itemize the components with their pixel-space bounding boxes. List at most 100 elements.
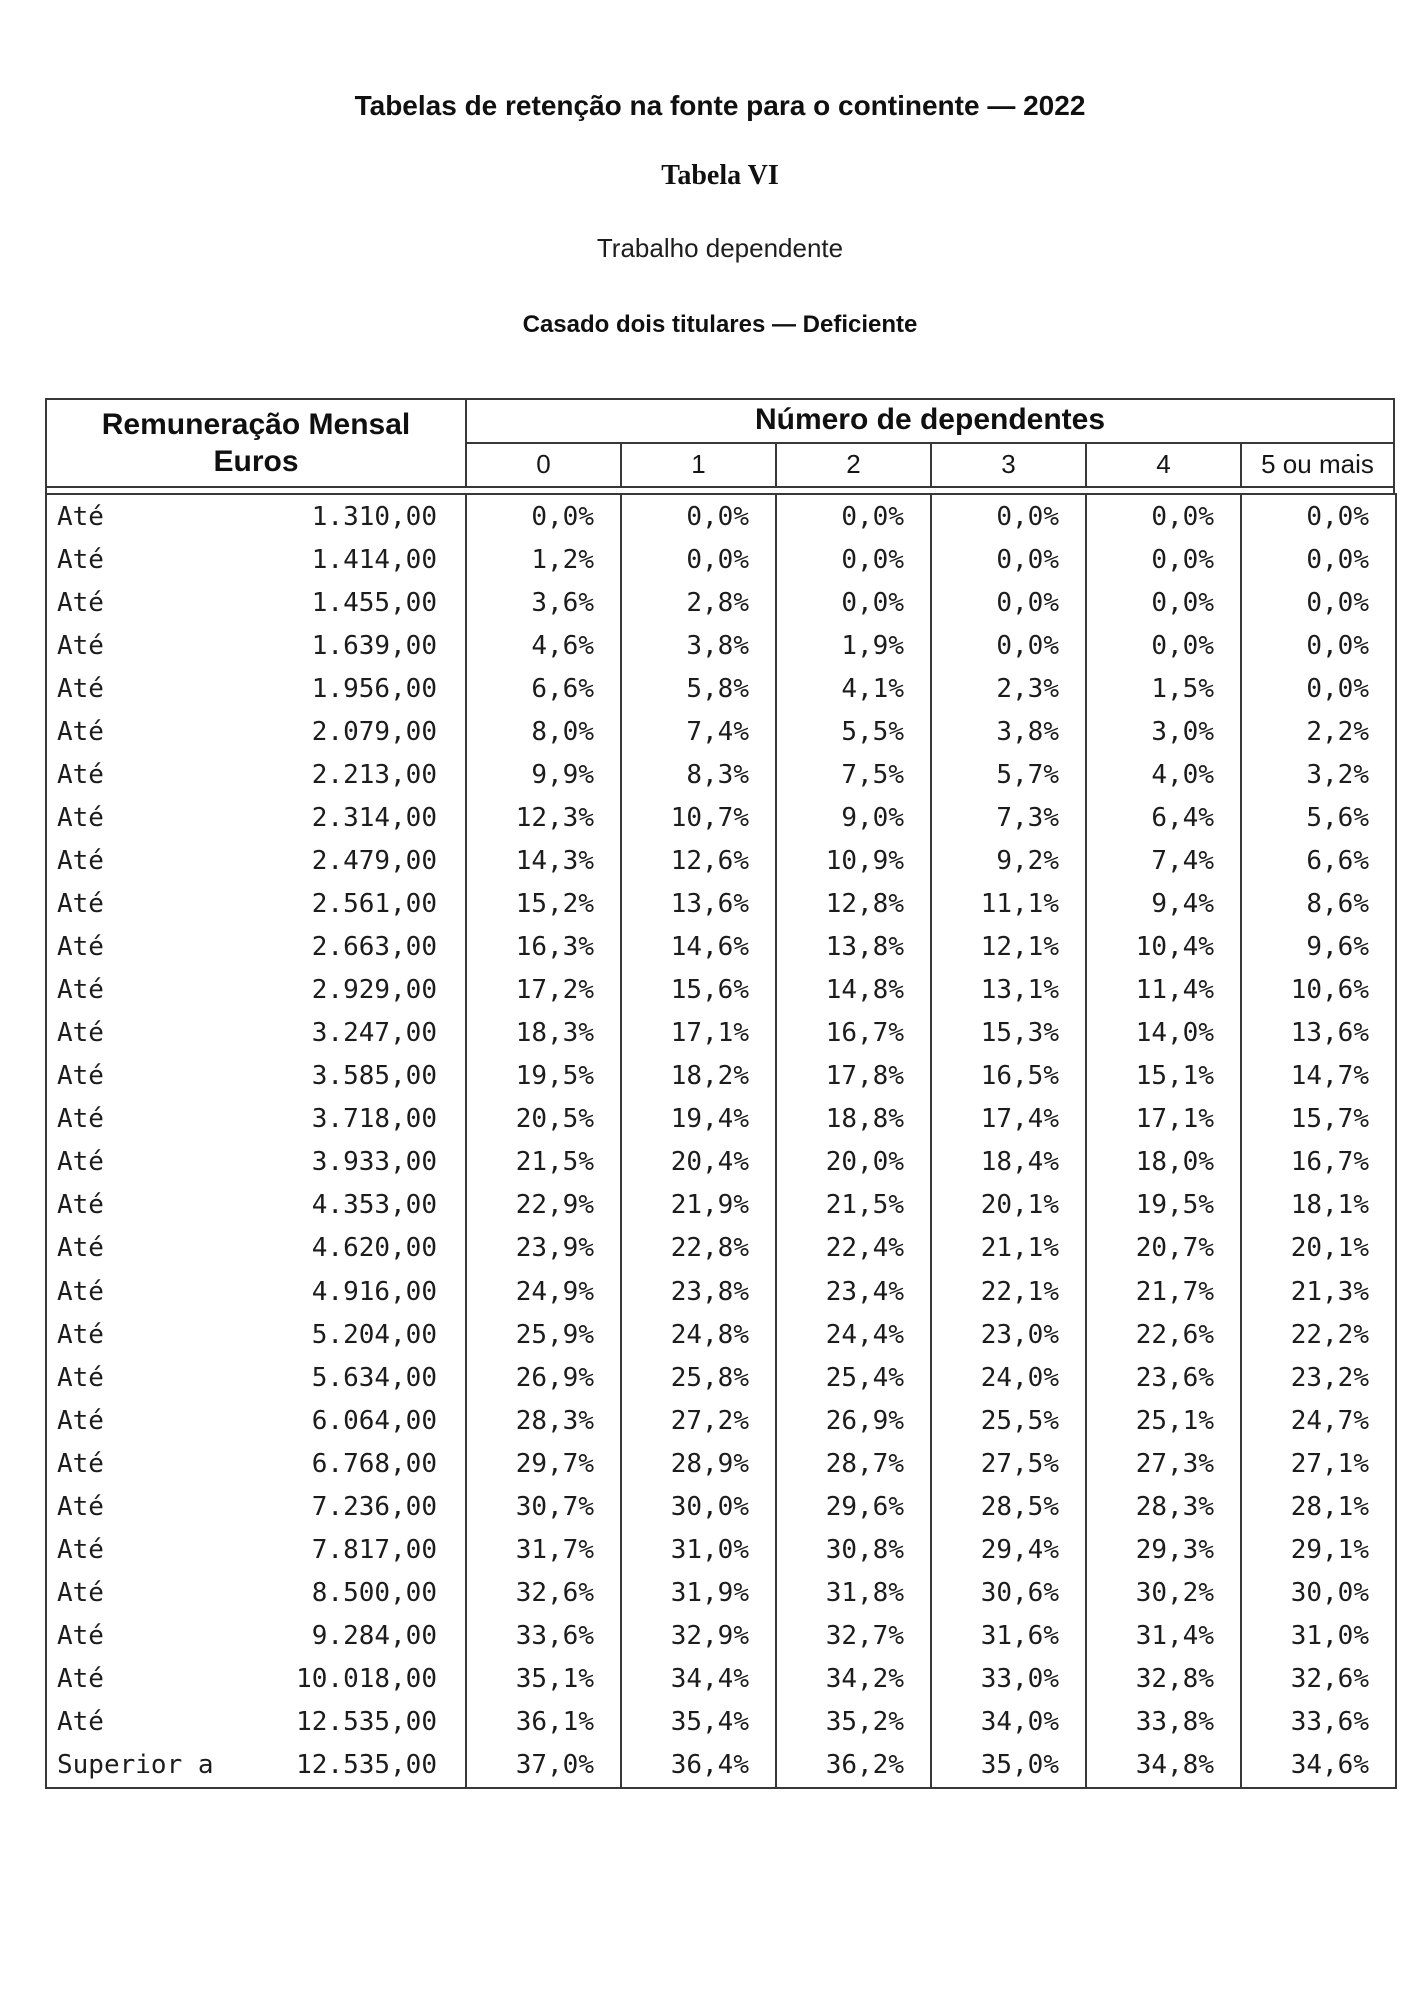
table-row: Até 2.213,00 9,9% 8,3% 7,5% 5,7% 4,0% 3,2% [46,753,1396,797]
rate-cell: 1,5% [1086,667,1242,711]
threshold-amount: 1.639,00 [311,631,437,662]
rate-cell: 31,8% [776,1571,932,1615]
rate-cell: 0,0% [621,538,777,582]
rate-cell: 18,0% [1086,1140,1242,1184]
rate-cell: 5,5% [776,710,932,754]
threshold-amount: 10.018,00 [296,1663,437,1694]
rate-cell: 1,9% [776,624,932,668]
rate-cell: 23,6% [1086,1356,1242,1400]
threshold-prefix: Até [57,1061,104,1092]
threshold-amount: 4.353,00 [311,1190,437,1221]
rate-cell: 0,0% [1306,588,1369,619]
threshold-prefix: Até [57,631,104,662]
threshold-amount: 9.284,00 [311,1620,437,1651]
rate-cell: 15,1% [1086,1054,1242,1098]
table-row: Até 4.916,00 24,9% 23,8% 23,4% 22,1% 21,7% 21,3… [46,1270,1396,1314]
rate-cell: 12,8% [776,882,932,926]
rate-cell: 7,5% [776,753,932,797]
table-row: Até 1.414,00 1,2% 0,0% 0,0% 0,0% 0,0% 0,0% [46,538,1396,582]
rate-cell: 31,7% [466,1528,622,1572]
rate-cell: 36,1% [466,1700,622,1744]
rate-cell: 2,2% [1306,717,1369,748]
rate-cell: 15,7% [1290,1104,1369,1135]
rate-cell: 32,7% [776,1614,932,1658]
remuneration-cell: Até 8.500,00 [46,1571,467,1615]
rate-cell: 13,6% [621,882,777,926]
table-row: Até 3.247,00 18,3% 17,1% 16,7% 15,3% 14,0% 13,6… [46,1011,1396,1055]
threshold-amount: 5.204,00 [311,1319,437,1350]
remuneration-cell: Até 2.561,00 [46,882,467,926]
rate-cell: 4,1% [776,667,932,711]
rate-cell: 28,5% [931,1485,1087,1529]
threshold-prefix: Até [57,1577,104,1608]
rate-cell: 32,9% [621,1614,777,1658]
rate-cell: 27,3% [1086,1442,1242,1486]
rate-cell: 19,5% [1086,1183,1242,1227]
rate-cell: 33,0% [931,1657,1087,1701]
remuneration-header-line2: Euros [213,445,299,478]
rate-cell: 24,4% [776,1313,932,1357]
rate-cell: 33,6% [466,1614,622,1658]
remuneration-cell: Até 3.585,00 [46,1054,467,1098]
rate-cell: 9,2% [931,839,1087,883]
threshold-amount: 2.079,00 [311,717,437,748]
rate-cell: 36,4% [621,1743,777,1788]
rate-cell: 16,7% [1290,1147,1369,1178]
threshold-amount: 2.929,00 [311,975,437,1006]
rate-cell: 31,9% [621,1571,777,1615]
rate-cell: 28,3% [466,1399,622,1443]
category-title: Casado dois titulares — Deficiente [522,311,918,338]
rate-cell: 16,7% [776,1011,932,1055]
rate-cell: 18,1% [1290,1190,1369,1221]
rate-cell: 22,2% [1290,1319,1369,1350]
remuneration-cell: Até 7.236,00 [46,1485,467,1529]
table-row: Até 7.817,00 31,7% 31,0% 30,8% 29,4% 29,3% 29,1… [46,1528,1396,1572]
rate-cell: 31,0% [1290,1620,1369,1651]
threshold-prefix: Superior a [57,1750,214,1781]
threshold-prefix: Até [57,803,104,834]
rate-cell: 34,2% [776,1657,932,1701]
threshold-prefix: Até [57,1448,104,1479]
rate-cell: 14,6% [621,925,777,969]
threshold-prefix: Até [57,674,104,705]
rate-cell: 0,0% [1306,674,1369,705]
rate-cell: 0,0% [1086,581,1242,625]
rate-cell: 26,9% [776,1399,932,1443]
rate-cell: 30,0% [621,1485,777,1529]
rate-cell: 12,1% [931,925,1087,969]
rate-cell: 17,2% [466,968,622,1012]
rate-cell: 24,8% [621,1313,777,1357]
remuneration-cell: Até 4.916,00 [46,1270,467,1314]
threshold-amount: 4.916,00 [311,1276,437,1307]
rate-cell: 7,4% [621,710,777,754]
rate-cell: 35,4% [621,1700,777,1744]
rate-cell: 4,0% [1086,753,1242,797]
rate-cell: 21,1% [931,1226,1087,1270]
rate-cell: 0,0% [1086,494,1242,539]
threshold-amount: 6.768,00 [311,1448,437,1479]
threshold-prefix: Até [57,846,104,877]
remuneration-cell: Até 9.284,00 [46,1614,467,1658]
rate-cell: 34,4% [621,1657,777,1701]
rate-cell: 32,8% [1086,1657,1242,1701]
table-row: Até 5.634,00 26,9% 25,8% 25,4% 24,0% 23,6% 23,2… [46,1356,1396,1400]
threshold-amount: 3.585,00 [311,1061,437,1092]
remuneration-cell: Até 3.247,00 [46,1011,467,1055]
rate-cell: 30,7% [466,1485,622,1529]
rate-cell: 23,9% [466,1226,622,1270]
table-row: Até 3.933,00 21,5% 20,4% 20,0% 18,4% 18,0% 16,7… [46,1140,1396,1184]
rate-cell: 3,8% [621,624,777,668]
dependents-col-header: 4 [1087,444,1242,486]
table-row: Até 4.620,00 23,9% 22,8% 22,4% 21,1% 20,7% 20,1… [46,1226,1396,1270]
rate-cell: 29,6% [776,1485,932,1529]
rate-cell: 32,6% [466,1571,622,1615]
table-row: Até 2.479,00 14,3% 12,6% 10,9% 9,2% 7,4% 6,6% [46,839,1396,883]
rate-cell: 15,6% [621,968,777,1012]
threshold-amount: 5.634,00 [311,1362,437,1393]
threshold-amount: 3.247,00 [311,1018,437,1049]
rate-cell: 34,0% [931,1700,1087,1744]
threshold-amount: 7.236,00 [311,1491,437,1522]
table-row: Até 3.585,00 19,5% 18,2% 17,8% 16,5% 15,1% 14,7… [46,1054,1396,1098]
rate-cell: 0,0% [1086,624,1242,668]
